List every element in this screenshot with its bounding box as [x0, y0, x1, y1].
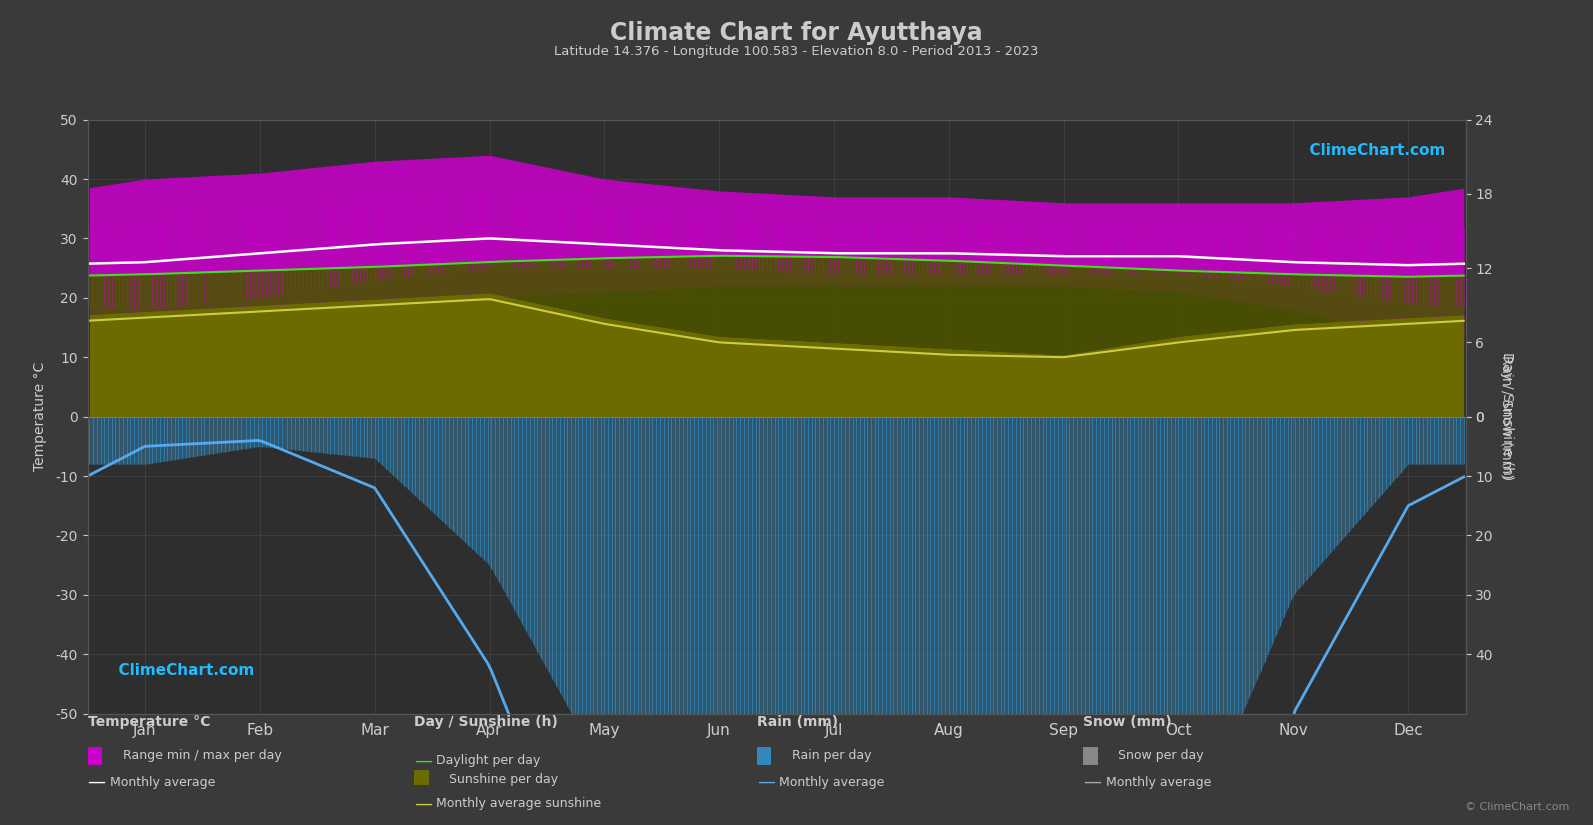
- Text: Monthly average: Monthly average: [779, 776, 884, 789]
- Text: ClimeChart.com: ClimeChart.com: [1298, 144, 1445, 158]
- Text: © ClimeChart.com: © ClimeChart.com: [1464, 802, 1569, 812]
- Text: —: —: [1083, 773, 1101, 791]
- Text: —: —: [757, 773, 774, 791]
- Text: Rain per day: Rain per day: [792, 749, 871, 762]
- Text: —: —: [88, 773, 105, 791]
- Text: Monthly average sunshine: Monthly average sunshine: [436, 797, 602, 810]
- Text: Latitude 14.376 - Longitude 100.583 - Elevation 8.0 - Period 2013 - 2023: Latitude 14.376 - Longitude 100.583 - El…: [554, 45, 1039, 59]
- Text: Snow (mm): Snow (mm): [1083, 715, 1172, 729]
- Text: ClimeChart.com: ClimeChart.com: [108, 663, 255, 678]
- Text: Snow per day: Snow per day: [1118, 749, 1204, 762]
- Y-axis label: Temperature °C: Temperature °C: [33, 362, 48, 471]
- Text: Monthly average: Monthly average: [110, 776, 215, 789]
- Y-axis label: Rain / Snow (mm): Rain / Snow (mm): [1499, 355, 1513, 478]
- Text: Day / Sunshine (h): Day / Sunshine (h): [414, 715, 558, 729]
- Text: Climate Chart for Ayutthaya: Climate Chart for Ayutthaya: [610, 21, 983, 45]
- Text: Rain (mm): Rain (mm): [757, 715, 838, 729]
- Text: Sunshine per day: Sunshine per day: [449, 773, 559, 786]
- Text: Temperature °C: Temperature °C: [88, 715, 210, 729]
- Text: Daylight per day: Daylight per day: [436, 754, 542, 767]
- Text: —: —: [414, 794, 432, 813]
- Text: —: —: [414, 752, 432, 770]
- Text: Monthly average: Monthly average: [1106, 776, 1211, 789]
- Text: Range min / max per day: Range min / max per day: [123, 749, 282, 762]
- Y-axis label: Day / Sunshine (h): Day / Sunshine (h): [1501, 352, 1513, 481]
